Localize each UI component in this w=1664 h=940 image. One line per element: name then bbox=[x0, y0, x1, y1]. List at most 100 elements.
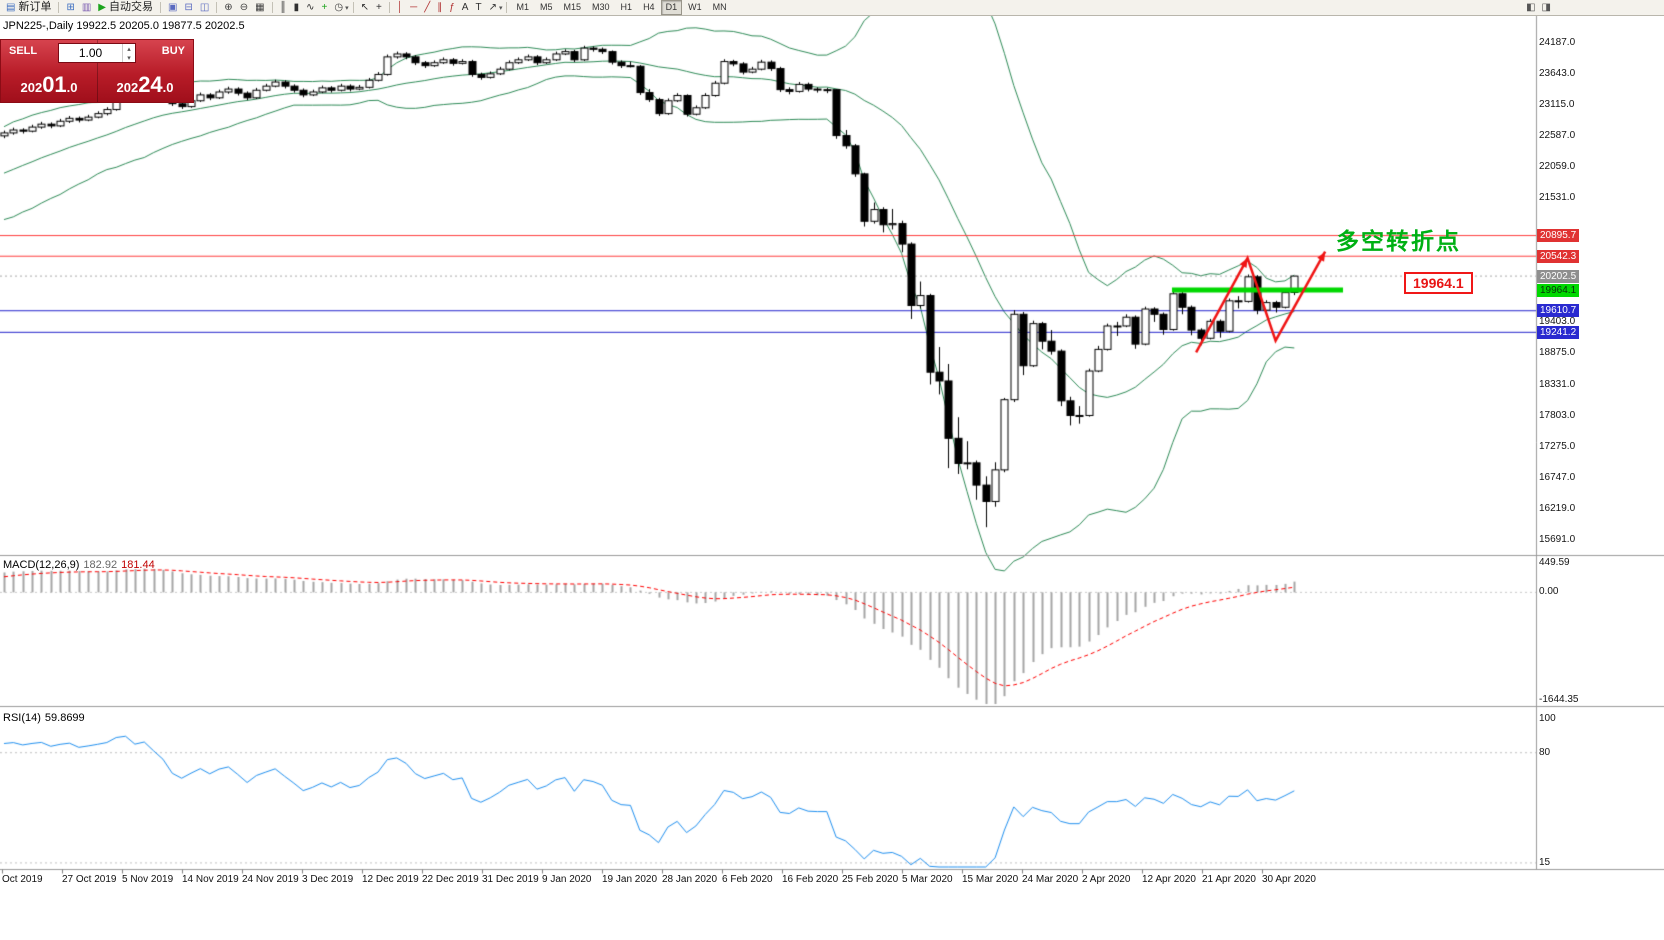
sell-price: 20201.0 bbox=[1, 74, 97, 96]
price-tag-annotation[interactable]: 19964.1 bbox=[1404, 272, 1473, 294]
autotrading-button-label: 自动交易 bbox=[109, 1, 153, 13]
crosshair-icon-icon: + bbox=[376, 1, 382, 13]
fibonacci-icon[interactable]: ƒ bbox=[446, 1, 458, 15]
price-tick: 23115.0 bbox=[1539, 99, 1575, 111]
toolbar-separator bbox=[388, 2, 390, 13]
chart-shift-icon[interactable]: ◧ bbox=[1526, 1, 1536, 13]
arrows-caret[interactable]: ▾ bbox=[498, 4, 503, 12]
arrows-tool-icon[interactable]: ↗ bbox=[486, 1, 500, 15]
timeframe-m5[interactable]: M5 bbox=[540, 2, 553, 12]
profiles-icon[interactable]: ▥ bbox=[79, 1, 94, 15]
price-tick: 16219.0 bbox=[1539, 502, 1576, 514]
price-badge-green: 19964.1 bbox=[1537, 283, 1580, 297]
candlestick-chart-icon-icon: ▮ bbox=[293, 1, 300, 13]
macd-main-value: 182.92 bbox=[83, 559, 118, 571]
date-tick: 16 Feb 2020 bbox=[782, 874, 839, 885]
toolbar-separator bbox=[216, 2, 218, 13]
date-tick: 5 Mar 2020 bbox=[902, 874, 953, 885]
zoom-in-icon-icon: ⊕ bbox=[224, 1, 233, 13]
periods-icon-icon: ◷ bbox=[334, 1, 344, 13]
crosshair-icon[interactable]: + bbox=[373, 1, 385, 15]
vertical-line-icon-icon: │ bbox=[396, 1, 404, 13]
horizontal-line-icon-icon: ─ bbox=[410, 1, 418, 13]
turning-point-annotation[interactable]: 多空转折点 bbox=[1336, 228, 1461, 254]
one-click-trading-panel: SELL 20201.0 BUY 20224.0 1.00 ▴ ▾ bbox=[0, 39, 194, 103]
rsi-tick: 15 bbox=[1539, 856, 1551, 868]
timeframe-h4[interactable]: H4 bbox=[643, 2, 655, 12]
toolbar-separator bbox=[352, 2, 354, 13]
date-tick: 2 Apr 2020 bbox=[1082, 874, 1131, 885]
trendline-icon[interactable]: ╱ bbox=[421, 1, 433, 15]
new-order-button[interactable]: ▤ 新订单 bbox=[3, 1, 54, 15]
tile-vertical-icon-icon: ◫ bbox=[199, 1, 210, 13]
volume-input[interactable]: 1.00 bbox=[78, 46, 103, 60]
timeframe-d1[interactable]: D1 bbox=[660, 0, 683, 15]
chart-ohlc-info: JPN225-,Daily 19922.5 20205.0 19877.5 20… bbox=[3, 20, 245, 32]
macd-tick: 0.00 bbox=[1539, 586, 1559, 598]
autotrading-button[interactable]: ▶ 自动交易 bbox=[95, 1, 156, 15]
volume-down-button[interactable]: ▾ bbox=[127, 54, 131, 62]
trade-panel-divider bbox=[97, 40, 98, 102]
cascade-windows-icon[interactable]: ▣ bbox=[165, 1, 180, 15]
vertical-line-icon[interactable]: │ bbox=[394, 1, 406, 15]
profiles-icon-icon: ▥ bbox=[81, 1, 92, 13]
periods-icon[interactable]: ◷ bbox=[331, 1, 346, 15]
price-tick: 23643.0 bbox=[1539, 68, 1576, 80]
line-chart-icon[interactable]: ∿ bbox=[303, 1, 317, 15]
timeframe-m15[interactable]: M15 bbox=[563, 2, 582, 12]
zoom-in-icon[interactable]: ⊕ bbox=[221, 1, 235, 15]
timeframe-mn[interactable]: MN bbox=[712, 2, 727, 12]
volume-box: 1.00 ▴ ▾ bbox=[58, 43, 136, 63]
date-tick: 27 Oct 2019 bbox=[62, 874, 117, 885]
tile-horizontal-icon[interactable]: ⊟ bbox=[181, 1, 195, 15]
macd-signal-value: 181.44 bbox=[121, 559, 155, 571]
tile-vertical-icon[interactable]: ◫ bbox=[197, 1, 212, 15]
cursor-icon-icon: ↖ bbox=[360, 1, 370, 13]
rsi-tick: 100 bbox=[1539, 712, 1556, 724]
zoom-out-icon-icon: ⊖ bbox=[239, 1, 249, 13]
sell-button[interactable]: SELL 20201.0 bbox=[1, 40, 97, 102]
toolbar: ▤ 新订单 ⊞ ▥ ▶ 自动交易 ▣ ⊟ ◫ ⊕ ⊖ ▦ ║ ▮ ∿ + ◷ ▾ ↖ + │ ─ ╱ ∥ ƒ A T ↗ ▾ M1 M5 M1… bbox=[0, 0, 1664, 16]
timeframe-m30[interactable]: M30 bbox=[592, 2, 610, 12]
buy-button[interactable]: BUY 20224.0 bbox=[97, 40, 193, 102]
new-chart-icon[interactable]: ⊞ bbox=[63, 1, 77, 15]
rsi-indicator-label: RSI(14) 59.8699 bbox=[3, 712, 85, 724]
indicators-add-icon[interactable]: + bbox=[319, 1, 331, 15]
price-tick: 17275.0 bbox=[1539, 440, 1576, 452]
price-tick: 19403.0 bbox=[1539, 316, 1576, 328]
date-tick: 24 Mar 2020 bbox=[1022, 874, 1079, 885]
tile-horizontal-icon-icon: ⊟ bbox=[184, 1, 193, 13]
timeframe-m1[interactable]: M1 bbox=[516, 2, 529, 12]
toolbar-separator bbox=[160, 2, 161, 13]
toolbar-separator bbox=[271, 2, 273, 13]
candlestick-chart-icon[interactable]: ▮ bbox=[291, 1, 303, 15]
text-icon[interactable]: A bbox=[459, 1, 472, 15]
cursor-icon[interactable]: ↖ bbox=[358, 1, 372, 15]
channel-icon[interactable]: ∥ bbox=[434, 1, 445, 15]
date-tick: 9 Jan 2020 bbox=[542, 874, 592, 885]
tile-grid-icon[interactable]: ▦ bbox=[252, 1, 267, 15]
horizontal-line-icon[interactable]: ─ bbox=[407, 1, 420, 15]
date-tick: 21 Apr 2020 bbox=[1202, 874, 1256, 885]
toolbar-right-icons: ◧ ◨ bbox=[1526, 1, 1551, 13]
bar-chart-icon[interactable]: ║ bbox=[277, 1, 290, 15]
rsi-name: RSI(14) bbox=[3, 712, 41, 724]
price-badge-red: 20895.7 bbox=[1537, 229, 1580, 243]
price-badge-blue: 19610.7 bbox=[1537, 304, 1580, 318]
price-badge-red: 20542.3 bbox=[1537, 249, 1580, 263]
timeframe-w1[interactable]: W1 bbox=[688, 2, 702, 12]
zoom-out-icon[interactable]: ⊖ bbox=[237, 1, 251, 15]
sell-price-suf: .0 bbox=[66, 80, 78, 95]
price-tick: 17803.0 bbox=[1539, 409, 1576, 421]
periods-caret[interactable]: ▾ bbox=[345, 4, 349, 12]
volume-up-button[interactable]: ▴ bbox=[127, 45, 131, 53]
text-label-icon[interactable]: T bbox=[472, 1, 484, 15]
volume-spinner: ▴ ▾ bbox=[122, 44, 135, 62]
timeframe-h1[interactable]: H1 bbox=[620, 2, 633, 12]
price-tick: 18875.0 bbox=[1539, 347, 1576, 359]
buy-price-suf: .0 bbox=[162, 80, 174, 95]
macd-tick: 449.59 bbox=[1539, 556, 1570, 568]
auto-scroll-icon[interactable]: ◨ bbox=[1541, 1, 1551, 13]
